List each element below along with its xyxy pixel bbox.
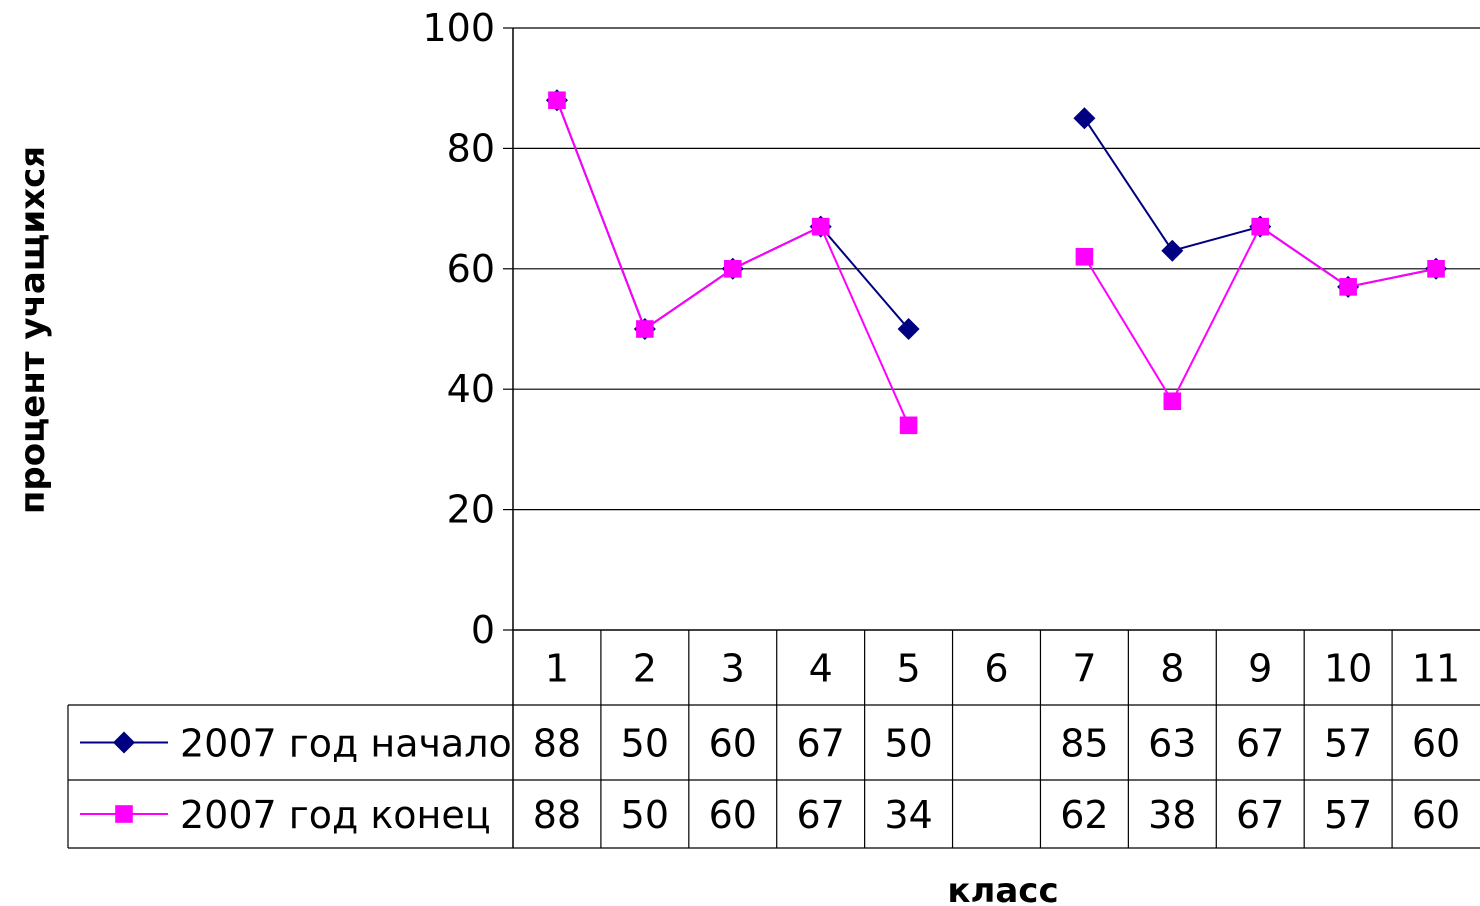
data-point — [113, 731, 135, 754]
axes: 0 20 40 60 80 100 — [422, 6, 514, 848]
x-tick-label: 8 — [1160, 647, 1184, 691]
data-point — [548, 91, 566, 110]
table-value: 88 — [533, 722, 581, 766]
x-tick-label: 5 — [896, 647, 920, 691]
x-tick-label: 11 — [1412, 647, 1460, 691]
series-line — [1083, 225, 1437, 404]
table-value: 62 — [1060, 793, 1108, 837]
table-value: 57 — [1324, 722, 1372, 766]
legend-label: 2007 год начало — [180, 722, 512, 766]
x-tick-label: 1 — [545, 647, 569, 691]
y-tick-label: 40 — [447, 367, 495, 411]
table-value: 67 — [1236, 793, 1284, 837]
data-point — [1163, 392, 1182, 411]
data-point — [897, 318, 920, 340]
table-value: 60 — [709, 722, 757, 766]
data-point — [636, 320, 654, 338]
data-point — [1075, 247, 1094, 266]
gridlines — [513, 27, 1480, 511]
x-axis-title: класс — [947, 871, 1058, 906]
data-point — [1427, 260, 1445, 278]
data-point — [1339, 278, 1357, 296]
series-line — [556, 99, 910, 331]
series-1 — [545, 89, 1448, 340]
table-value: 85 — [1060, 722, 1108, 766]
series-line — [1083, 117, 1437, 288]
table-value: 67 — [1236, 722, 1284, 766]
table-value: 63 — [1148, 722, 1196, 766]
data-point — [723, 260, 742, 278]
table-value: 50 — [884, 722, 932, 766]
table-value: 57 — [1324, 793, 1372, 837]
table-value: 50 — [621, 722, 669, 766]
x-tick-label: 9 — [1248, 647, 1272, 691]
table-value: 88 — [533, 793, 581, 837]
table-value: 60 — [709, 793, 757, 837]
data-point — [899, 416, 918, 435]
x-tick-label: 2 — [633, 647, 657, 691]
data-point — [1251, 217, 1270, 236]
table-value: 67 — [797, 793, 845, 837]
y-tick-label: 80 — [447, 126, 495, 170]
y-tick-label: 60 — [447, 247, 495, 291]
data-point — [811, 217, 830, 236]
x-tick-label: 4 — [809, 647, 833, 691]
y-tick-label: 20 — [447, 488, 495, 532]
x-tick-label: 3 — [721, 647, 745, 691]
data-point — [1161, 239, 1184, 262]
x-tick-label: 10 — [1324, 647, 1372, 691]
table-value: 34 — [884, 793, 932, 837]
table-value: 50 — [621, 793, 669, 837]
y-tick-label: 0 — [471, 608, 495, 652]
series-layer — [545, 89, 1448, 435]
y-tick-label: 100 — [422, 6, 495, 50]
series-2 — [548, 91, 1445, 435]
data-point — [115, 805, 133, 823]
data-point — [1073, 107, 1096, 130]
x-tick-label: 6 — [984, 647, 1008, 691]
y-axis-title: процент учащихся — [13, 146, 53, 514]
table-value: 67 — [797, 722, 845, 766]
table-value: 38 — [1148, 793, 1196, 837]
x-tick-label: 7 — [1072, 647, 1096, 691]
table-value: 60 — [1412, 722, 1460, 766]
legend-label: 2007 год конец — [180, 793, 491, 837]
table-value: 60 — [1412, 793, 1460, 837]
